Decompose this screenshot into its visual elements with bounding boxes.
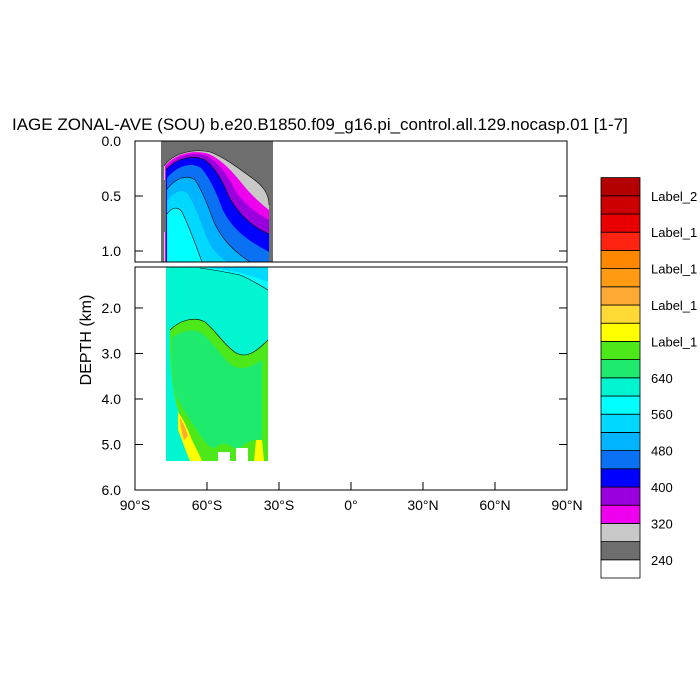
- contour-line-upper-2: [165, 157, 270, 235]
- y-tick-label: 3.0: [102, 345, 122, 361]
- legend-label: 320: [651, 516, 673, 531]
- y-tick-label: 4.0: [102, 391, 122, 407]
- y-tick-label: 2.0: [102, 300, 122, 316]
- legend-swatch: [600, 177, 641, 197]
- legend-swatch: [600, 413, 641, 433]
- legend-label: Label_2: [651, 189, 697, 204]
- contour-line-upper-4: [166, 207, 203, 262]
- y-tick-label: 0.0: [102, 133, 122, 149]
- legend-label: Label_1: [651, 298, 697, 313]
- region-cyan: [167, 208, 202, 262]
- legend-swatch: [600, 268, 641, 288]
- legend-swatch: [600, 359, 641, 379]
- x-tick-label: 30°S: [264, 497, 295, 513]
- legend-swatch: [600, 395, 641, 415]
- legend-label: 640: [651, 371, 673, 386]
- contour-line-lower-2: [169, 318, 269, 356]
- region-yellow: [178, 412, 202, 461]
- x-axis-ticks: 90°S 60°S 30°S 0° 30°N 60°N 90°N: [120, 482, 583, 513]
- y-tick-label: 0.5: [102, 188, 122, 204]
- legend-swatch: [600, 377, 641, 397]
- legend-swatch: [600, 559, 641, 579]
- x-tick-label: 60°N: [479, 497, 510, 513]
- legend-swatch: [600, 213, 641, 233]
- color-legend: 240 320 400 480 560 640 Label_1 Label_1 Label_1 L…: [600, 177, 697, 579]
- legend-label: 400: [651, 480, 673, 495]
- legend-swatch: [600, 486, 641, 506]
- notch-white: [218, 452, 230, 461]
- legend-swatch: [600, 195, 641, 215]
- contour-line-upper-1: [163, 150, 270, 206]
- legend-swatch: [600, 468, 641, 488]
- upper-panel-frame: [134, 140, 568, 263]
- y-axis-label: DEPTH (km): [78, 295, 95, 386]
- x-tick-label: 60°S: [192, 497, 223, 513]
- legend-swatch: [600, 340, 641, 360]
- legend-swatch: [600, 504, 641, 524]
- legend-swatch: [600, 249, 641, 269]
- legend-label: 560: [651, 407, 673, 422]
- y-tick-label: 5.0: [102, 436, 122, 452]
- y-tick-label: 6.0: [102, 482, 122, 498]
- region-orange: [180, 418, 188, 440]
- region-yellow-right: [254, 440, 264, 461]
- upper-panel-contours: [161, 141, 273, 262]
- legend-swatch: [600, 431, 641, 451]
- legend-label: Label_1: [651, 225, 697, 240]
- x-tick-label: 30°N: [407, 497, 438, 513]
- legend-swatch: [600, 286, 641, 306]
- region-green: [172, 330, 262, 450]
- x-tick-label: 90°S: [120, 497, 151, 513]
- x-tick-label: 0°: [344, 497, 357, 513]
- legend-swatch: [600, 231, 641, 251]
- legend-swatch: [600, 541, 641, 561]
- y-tick-label: 1.0: [102, 243, 122, 259]
- legend-swatch: [600, 304, 641, 324]
- legend-label: 240: [651, 553, 673, 568]
- legend-label: Label_1: [651, 262, 697, 277]
- lower-panel-contours: [166, 267, 268, 461]
- x-tick-label: 90°N: [551, 497, 582, 513]
- chart-title: IAGE ZONAL-AVE (SOU) b.e20.B1850.f09_g16…: [12, 115, 628, 134]
- contour-line-lower-1: [199, 267, 269, 291]
- y-axis-ticks: 0.0 0.5 1.0 2.0 3.0 4.0 5.0 6.0: [102, 133, 567, 498]
- legend-swatch: [600, 523, 641, 543]
- notch-white-2: [236, 448, 248, 461]
- region-sky-lower: [205, 267, 268, 282]
- shelf-dark: [161, 180, 166, 232]
- legend-label: Label_1: [651, 334, 697, 349]
- legend-swatch: [600, 450, 641, 470]
- contour-lines: [163, 150, 270, 356]
- legend-swatch: [600, 322, 641, 342]
- legend-label: 480: [651, 444, 673, 459]
- contour-line-upper-3: [166, 177, 251, 262]
